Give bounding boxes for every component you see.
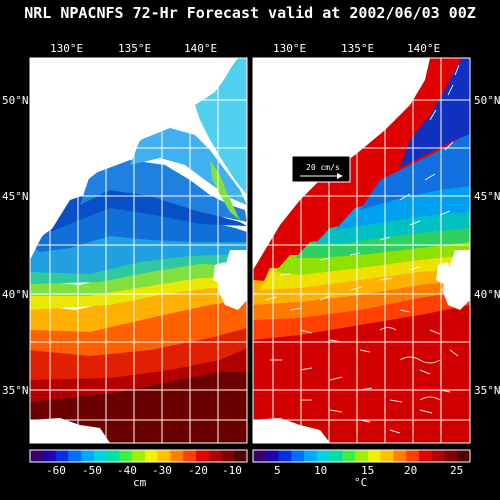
lat-label-50-left: 50°N: [2, 94, 29, 107]
colorbar-right-swatch: [291, 450, 305, 462]
cb-right-tick-1: 10: [314, 464, 327, 477]
lon-label-135-left: 135°E: [118, 42, 151, 55]
lat-label-40-right: 40°N: [474, 288, 500, 301]
cb-right-tick-4: 25: [450, 464, 463, 477]
map-title: NRL NPACNFS 72-Hr Forecast valid at 2002…: [24, 4, 476, 22]
elevation-field: [30, 58, 247, 443]
lat-label-45-left: 45°N: [2, 190, 29, 203]
cb-left-tick-5: -10: [222, 464, 242, 477]
colorbar-right-swatch: [253, 450, 267, 462]
colorbar-right-swatch: [444, 450, 458, 462]
colorbar-right-swatch: [342, 450, 356, 462]
elevation-colorbar: -60 -50 -40 -30 -20 -10 cm: [29, 449, 248, 489]
colorbar-left-swatch: [93, 450, 108, 462]
elevation-title-line1: Surface: [68, 72, 123, 87]
temperature-grid: [252, 57, 471, 444]
latitude-labels: 50°N 45°N 40°N 35°N 50°N 45°N 40°N 35°N: [2, 94, 500, 397]
elevation-title-line2: Elevation: [68, 110, 138, 125]
colorbar-right-swatch: [393, 450, 407, 462]
colorbar-left-swatch: [195, 450, 210, 462]
lon-label-130-right: 130°E: [273, 42, 306, 55]
cb-left-unit: cm: [133, 476, 147, 489]
lon-label-135-right: 135°E: [341, 42, 374, 55]
lon-label-130-left: 130°E: [50, 42, 83, 55]
temperature-title-line1: Surface: [273, 72, 328, 87]
colorbar-right-swatch: [355, 450, 369, 462]
cb-left-tick-3: -30: [152, 464, 172, 477]
colorbar-right-swatch: [406, 450, 420, 462]
colorbar-left-swatch: [106, 450, 120, 462]
colorbar-left-swatch: [119, 450, 133, 462]
colorbar-right-swatch: [278, 450, 292, 462]
colorbar-right-swatch: [367, 450, 382, 462]
colorbar-left-swatch: [81, 450, 95, 462]
cb-left-tick-0: -60: [46, 464, 66, 477]
colorbar-left-swatch: [30, 450, 44, 462]
lat-label-35-right: 35°N: [474, 384, 500, 397]
cb-right-tick-0: 5: [274, 464, 281, 477]
cb-right-unit: °C: [354, 476, 367, 489]
vector-scale-legend: 20 cm/s: [291, 155, 351, 183]
elevation-panel: Surface Elevation: [29, 57, 248, 444]
lat-label-35-left: 35°N: [2, 384, 29, 397]
cb-left-tick-2: -40: [117, 464, 137, 477]
colorbar-left-swatch: [55, 450, 69, 462]
colorbar-left-swatch: [234, 450, 248, 462]
lat-label-40-left: 40°N: [2, 288, 29, 301]
colorbar-right-swatch: [304, 450, 318, 462]
colorbar-left-swatch: [157, 450, 171, 462]
colorbar-left-swatch: [170, 450, 184, 462]
colorbar-left-swatch: [144, 450, 159, 462]
vector-scale-label: 20 cm/s: [306, 163, 340, 172]
colorbar-left-swatch: [183, 450, 197, 462]
colorbar-right-swatch: [380, 450, 394, 462]
colorbar-right-swatch: [457, 450, 471, 462]
cb-right-tick-2: 15: [361, 464, 374, 477]
longitude-labels: 130°E 135°E 140°E 130°E 135°E 140°E: [50, 42, 440, 55]
colorbar-left-swatch: [132, 450, 146, 462]
elevation-grid: [29, 57, 248, 444]
current-vectors: [264, 64, 460, 434]
lon-label-140-left: 140°E: [184, 42, 217, 55]
cb-left-tick-4: -20: [188, 464, 208, 477]
colorbar-left-swatch: [68, 450, 82, 462]
temperature-panel: Surface Temp/Current 20 cm/s: [252, 57, 471, 444]
colorbar-left-swatch: [208, 450, 222, 462]
lon-label-140-right: 140°E: [407, 42, 440, 55]
cb-left-tick-1: -50: [82, 464, 102, 477]
lat-label-50-right: 50°N: [474, 94, 500, 107]
temperature-colorbar: 5 10 15 20 25 °C: [252, 449, 471, 489]
colorbar-right-swatch: [316, 450, 331, 462]
cb-right-tick-3: 20: [404, 464, 417, 477]
colorbar-right-swatch: [418, 450, 433, 462]
colorbar-right-swatch: [431, 450, 445, 462]
lat-label-45-right: 45°N: [474, 190, 500, 203]
colorbar-left-swatch: [221, 450, 235, 462]
temperature-field: [253, 58, 470, 443]
temperature-title-line2: Temp/Current: [273, 110, 367, 125]
colorbar-right-swatch: [329, 450, 343, 462]
colorbar-left-swatch: [42, 450, 57, 462]
colorbar-right-swatch: [265, 450, 280, 462]
